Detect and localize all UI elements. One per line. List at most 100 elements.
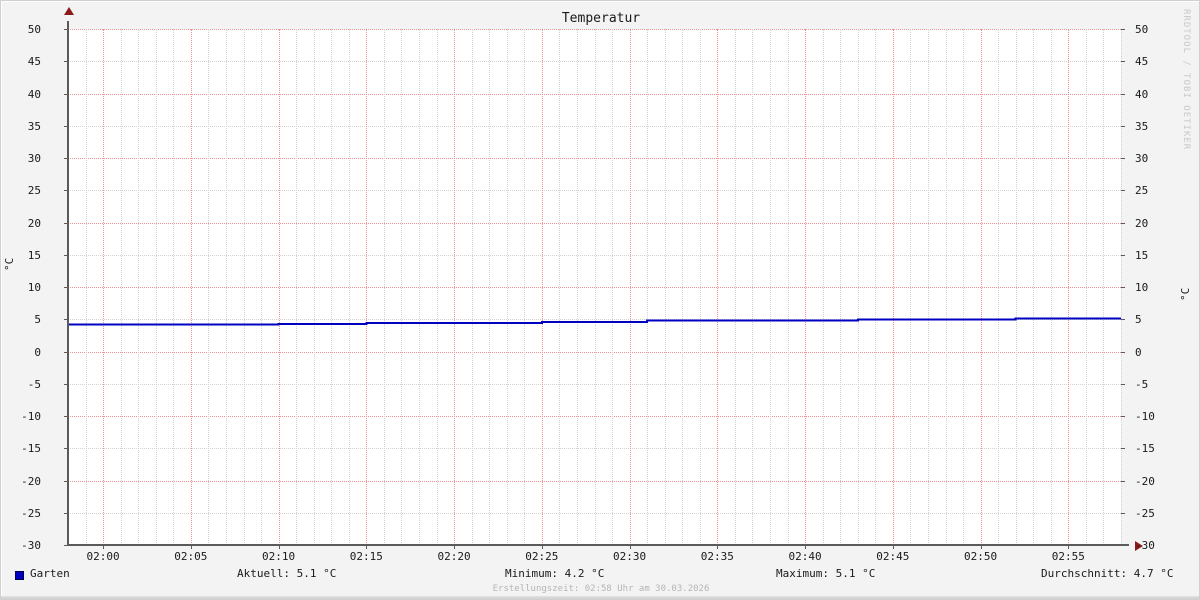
y-axis-tick-label-right: 50	[1135, 23, 1149, 36]
gridline-vertical	[261, 29, 263, 545]
gridline-vertical	[1068, 29, 1070, 545]
y-axis-tickmark-right	[1121, 319, 1125, 321]
y-axis-tick-label-right: 45	[1135, 55, 1149, 69]
y-axis-tickmark-right	[1121, 448, 1125, 450]
stat-current: Aktuell: 5.1 °C	[237, 567, 337, 580]
x-axis-tickmark	[805, 545, 807, 549]
x-axis-tick-label: 02:20	[437, 550, 471, 563]
x-axis-tick-label: 02:30	[613, 550, 647, 563]
gridline-vertical	[419, 29, 420, 545]
gridline-vertical	[208, 29, 210, 545]
y-axis-tickmark	[64, 61, 68, 63]
y-axis-tickmark-right	[1121, 29, 1125, 30]
gridline-vertical	[348, 29, 350, 545]
y-axis-tick-label-left: 20	[27, 216, 41, 230]
gridline-vertical	[243, 29, 245, 545]
gridline-vertical	[138, 29, 140, 545]
gridline-vertical	[401, 29, 403, 545]
y-axis-tickmark	[64, 512, 68, 514]
grid-layer	[68, 29, 1122, 546]
y-axis-tickmark-right	[1121, 125, 1125, 127]
y-axis-tick-label-right: -5	[1135, 377, 1149, 391]
x-axis-line	[67, 541, 1143, 551]
gridline-vertical	[313, 29, 315, 545]
gridline-vertical	[190, 29, 192, 545]
y-axis-tick-label-right: 25	[1135, 184, 1149, 198]
x-axis-tick-label: 02:55	[1051, 550, 1085, 563]
y-axis-tickmark	[64, 190, 68, 192]
gridline-vertical	[471, 29, 473, 545]
gridline-vertical	[927, 29, 929, 545]
gridline-vertical	[910, 29, 912, 545]
gridline-vertical	[383, 29, 385, 545]
y-axis-tickmark-right	[1121, 545, 1125, 546]
y-axis-tick-label-right: -20	[1135, 474, 1155, 488]
y-axis-tickmark	[64, 158, 68, 159]
gridline-vertical	[945, 29, 947, 545]
gridline-vertical	[1015, 29, 1017, 545]
y-axis-tickmark-right	[1121, 416, 1125, 417]
plot-area: 50 50 45 45 40 40 35 35 30 30 25 25 20 20 15 15 10 10 5 5 0 0…	[21, 7, 1155, 563]
gridline-vertical	[489, 29, 491, 545]
gridline-vertical	[717, 29, 719, 545]
y-axis-tickmark	[64, 319, 68, 321]
stat-average: Durchschnitt: 4.7 °C	[1041, 567, 1174, 580]
y-axis-tick-label-left: 10	[27, 281, 41, 294]
y-axis-tickmark-right	[1121, 93, 1125, 95]
y-axis-tick-label-right: 15	[1135, 248, 1149, 262]
y-axis-tick-label-left: 5	[34, 313, 41, 327]
x-axis-tickmark	[1068, 545, 1070, 549]
gridline-vertical	[594, 29, 596, 545]
y-axis-tick-label-right: 20	[1135, 216, 1149, 230]
y-axis-tickmark	[64, 222, 68, 224]
x-axis-tickmark	[629, 545, 631, 549]
gridline-vertical	[787, 29, 789, 545]
gridline-vertical	[752, 29, 754, 545]
x-axis-tick-label: 02:40	[788, 550, 822, 563]
y-axis-tick-label-left: 40	[27, 87, 41, 101]
y-axis-tick-label-right: 10	[1135, 281, 1149, 294]
gridline-vertical	[506, 29, 508, 545]
y-axis-tickmark	[64, 545, 68, 546]
y-axis-unit-right: °C	[1179, 287, 1192, 301]
y-axis-tickmark	[64, 125, 68, 127]
gridline-vertical	[1085, 29, 1087, 545]
x-axis-tick-label: 02:00	[86, 550, 120, 563]
y-axis-tick-label-left: -20	[21, 474, 41, 488]
y-axis-tick-label-left: 30	[27, 152, 41, 165]
y-axis-tick-label-right: 30	[1135, 152, 1149, 165]
y-axis-tick-label-right: 35	[1135, 119, 1149, 133]
gridline-vertical	[612, 29, 614, 545]
legend-row: Garten Aktuell: 5.1 °C Minimum: 4.2 °C M…	[1, 567, 1199, 585]
x-axis-tickmark	[892, 545, 894, 549]
x-axis-tickmark	[190, 545, 192, 549]
y-axis-tick-label-right: -10	[1135, 410, 1155, 423]
gridline-vertical	[1033, 29, 1035, 545]
gridline-vertical	[278, 29, 280, 545]
gridline-vertical	[366, 29, 368, 545]
y-axis-tick-label-left: -30	[21, 539, 41, 552]
series-line-garten	[68, 317, 1121, 326]
gridline-vertical	[822, 29, 824, 545]
gridline-vertical	[980, 29, 982, 545]
y-axis-tickmark-right	[1121, 190, 1125, 192]
x-axis-tick-label: 02:25	[525, 550, 559, 563]
gridline-vertical	[541, 29, 543, 545]
y-axis-tickmark-right	[1121, 383, 1125, 385]
gridline-vertical	[857, 29, 859, 545]
x-axis-tickmark	[278, 545, 280, 549]
x-axis-tick-label: 02:10	[262, 550, 296, 563]
x-axis-tick-label: 02:45	[876, 550, 910, 563]
x-axis-tickmark	[366, 545, 368, 549]
y-axis-tickmark-right	[1121, 351, 1125, 353]
x-axis-tick-label: 02:50	[964, 550, 998, 563]
x-axis-tickmark	[541, 545, 543, 549]
gridline-vertical	[1103, 29, 1105, 545]
x-axis-tick-label: 02:15	[349, 550, 383, 563]
y-axis-tick-label-left: 0	[34, 345, 41, 359]
x-axis-tick-label: 02:35	[700, 550, 734, 563]
gridline-vertical	[576, 29, 578, 545]
y-axis-tick-label-right: 0	[1135, 345, 1142, 359]
x-axis-tickmark	[103, 545, 105, 549]
